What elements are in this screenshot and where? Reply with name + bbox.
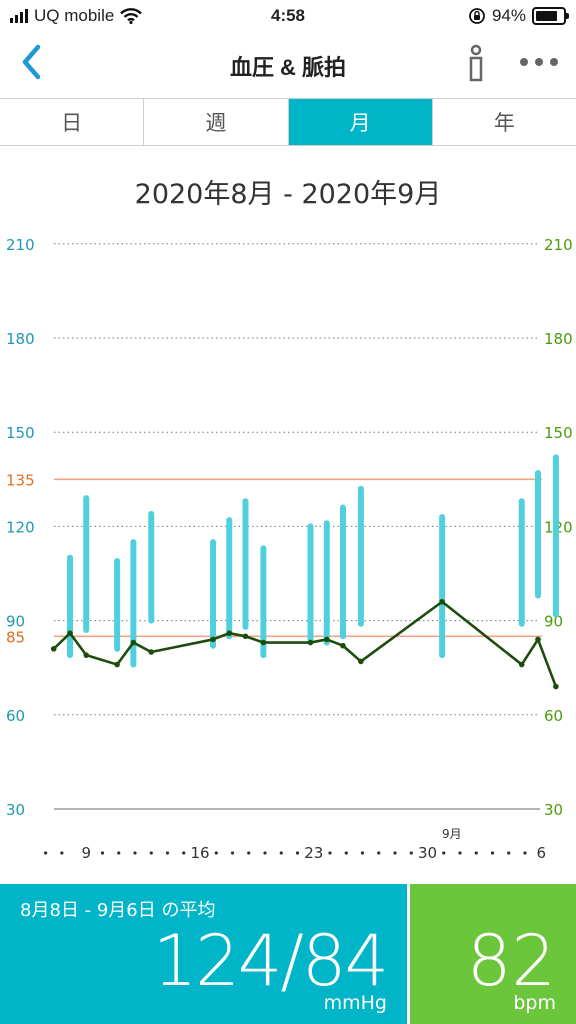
- left-tick-label: 150: [6, 424, 35, 442]
- x-axis-dot: [490, 851, 495, 855]
- threshold-label: 135: [6, 471, 35, 489]
- x-axis-dot: [393, 851, 397, 855]
- carrier-info: UQ mobile: [10, 6, 143, 26]
- x-axis-dot: [149, 851, 153, 855]
- right-tick-label: 150: [544, 424, 573, 442]
- x-axis-dot: [182, 851, 186, 855]
- x-axis-dot: [165, 851, 170, 855]
- clock: 4:58: [270, 6, 306, 25]
- right-tick-label: 90: [544, 613, 563, 631]
- pulse-point: [242, 633, 249, 640]
- pulse-point: [439, 598, 445, 605]
- x-axis-dot: [344, 851, 348, 855]
- tab-year[interactable]: 年: [493, 111, 515, 135]
- carrier-name: UQ mobile: [34, 6, 115, 25]
- pulse-point: [226, 630, 233, 636]
- tab-day[interactable]: 日: [0, 99, 145, 145]
- nav-bar: 血圧 & 脈拍: [0, 34, 576, 98]
- month-label: 9月: [442, 827, 462, 841]
- x-tick-label: 9: [81, 844, 91, 862]
- x-axis-dot: [133, 851, 137, 855]
- period-tabs: 日 週 月 年: [0, 98, 576, 146]
- pulse-average-value: 82: [466, 920, 556, 1002]
- right-tick-label: 30: [544, 801, 563, 819]
- x-tick-label: 6: [536, 844, 546, 862]
- x-axis-dot: [458, 851, 462, 855]
- blood-pressure-chart: 2102101801801501501201209090606030301358…: [6, 236, 573, 862]
- bp-average-value: 124/84: [152, 920, 389, 1002]
- pulse-point: [83, 652, 90, 658]
- orientation-lock-icon: [469, 8, 485, 24]
- battery-icon: [532, 7, 569, 25]
- pulse-unit: bpm: [513, 992, 556, 1014]
- x-axis-dot: [100, 851, 105, 855]
- pulse-point: [358, 658, 364, 665]
- page-title: 血圧 & 脈拍: [229, 55, 347, 80]
- x-axis-dot: [279, 851, 283, 855]
- x-axis-dot: [328, 851, 332, 855]
- pulse-point: [307, 639, 314, 646]
- x-axis-dot: [263, 851, 267, 855]
- x-axis-dot: [214, 851, 218, 855]
- right-tick-label: 60: [544, 707, 563, 725]
- pulse-point: [148, 649, 155, 655]
- pulse-point: [114, 661, 120, 668]
- pulse-line: [52, 600, 558, 688]
- x-tick-label: 23: [304, 844, 323, 862]
- left-tick-label: 60: [6, 707, 25, 725]
- battery-level: [536, 11, 557, 21]
- x-tick-label: 30: [418, 844, 437, 862]
- left-tick-label: 30: [6, 801, 25, 819]
- pulse-point: [535, 636, 541, 643]
- x-axis-dot: [247, 851, 251, 855]
- more-icon[interactable]: [516, 42, 562, 82]
- battery-percent: 94%: [491, 6, 526, 25]
- left-tick-label: 120: [6, 518, 35, 536]
- left-tick-label: 90: [6, 613, 25, 631]
- pulse-point: [130, 639, 137, 646]
- bp-unit: mmHg: [323, 992, 387, 1014]
- x-axis-dot: [377, 851, 381, 855]
- x-tick-label: 16: [190, 844, 209, 862]
- tab-month[interactable]: 月: [288, 99, 433, 145]
- info-icon[interactable]: [464, 42, 488, 84]
- x-axis-dot: [474, 851, 478, 855]
- x-axis-dot: [117, 851, 121, 855]
- signal-icon: [10, 9, 28, 23]
- pulse-point: [260, 639, 267, 646]
- left-tick-label: 210: [6, 236, 35, 254]
- pulse-summary-panel: 82 bpm: [410, 884, 576, 1024]
- tab-week[interactable]: 週: [144, 99, 289, 145]
- bp-summary-panel: 8月8日 - 9月6日 の平均 124/84 mmHg: [0, 884, 407, 1024]
- x-axis-dot: [60, 851, 64, 855]
- right-tick-label: 180: [544, 330, 573, 348]
- pulse-point: [553, 683, 559, 690]
- chevron-left-icon[interactable]: [14, 42, 48, 82]
- x-axis-dot: [507, 851, 511, 855]
- x-axis-dot: [295, 851, 300, 855]
- pulse-point: [323, 636, 330, 643]
- left-tick-label: 180: [6, 330, 35, 348]
- x-axis-dot: [44, 851, 48, 855]
- x-axis-dot: [230, 851, 235, 855]
- summary-period: 8月8日 - 9月6日 の平均: [20, 900, 216, 921]
- status-bar: UQ mobile 4:58 94%: [0, 0, 576, 34]
- pulse-point: [50, 646, 57, 652]
- x-axis-dot: [523, 851, 527, 855]
- pulse-point: [518, 661, 525, 668]
- wifi-icon: [120, 8, 143, 24]
- x-axis-dot: [442, 851, 446, 855]
- x-axis-dot: [360, 851, 365, 855]
- pulse-point: [210, 636, 216, 643]
- date-range: 2020年8月 - 2020年9月: [134, 179, 442, 210]
- status-right: 94%: [468, 6, 569, 26]
- right-tick-label: 210: [544, 236, 573, 254]
- pulse-point: [67, 630, 73, 636]
- pulse-point: [340, 642, 346, 649]
- threshold-label: 85: [6, 628, 25, 646]
- x-axis-dot: [409, 851, 413, 855]
